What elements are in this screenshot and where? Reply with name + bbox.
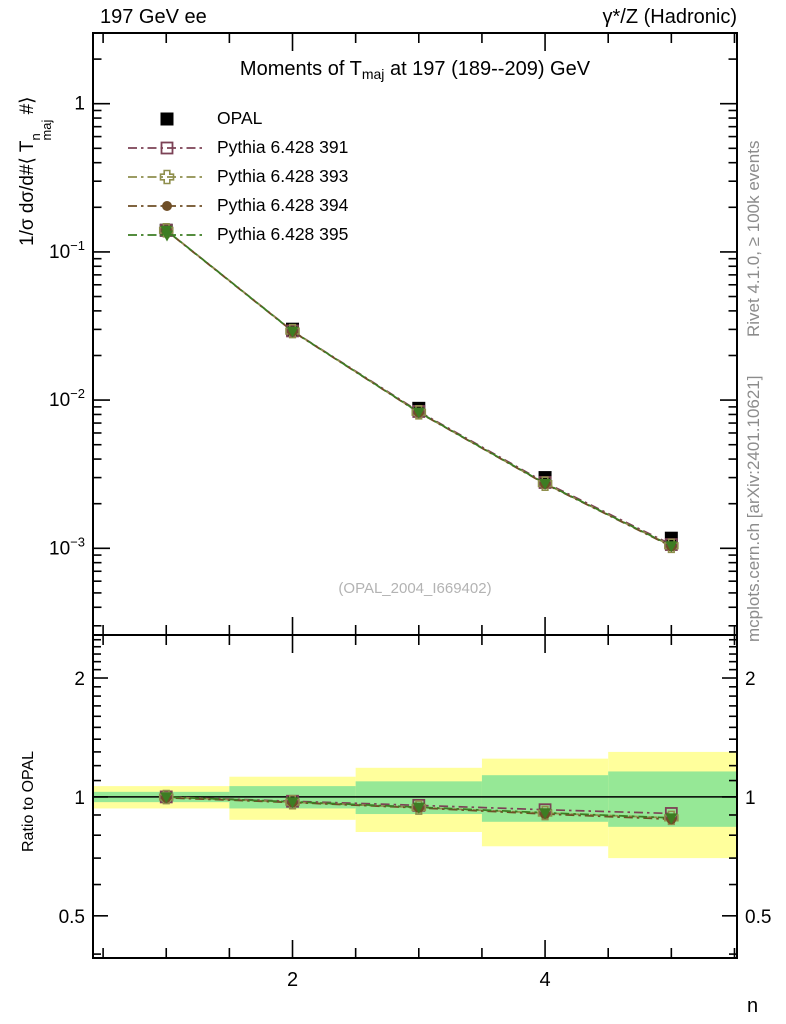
legend: OPAL Pythia 6.428 391 Pythia 6.428 393 Pyth… xyxy=(126,104,348,249)
mc-marker-triangle-down xyxy=(665,813,678,825)
mc-marker-triangle-down xyxy=(539,478,552,490)
legend-item-label: Pythia 6.428 391 xyxy=(217,137,349,157)
legend-item-label: Pythia 6.428 395 xyxy=(217,224,349,244)
rivet-version-note: Rivet 4.1.0, ≥ 100k events xyxy=(744,140,763,337)
mcplots-note: mcplots.cern.ch [arXiv:2401.10621] xyxy=(744,375,763,642)
mc-marker-triangle-down xyxy=(286,326,299,338)
legend-item: Pythia 6.428 393 xyxy=(126,162,348,191)
mc-curve-main xyxy=(165,229,672,548)
tick-label: 0.5 xyxy=(745,907,771,928)
legend-item-label: Pythia 6.428 393 xyxy=(217,166,349,186)
legend-item: Pythia 6.428 394 xyxy=(126,191,348,220)
tick-label: 10−1 xyxy=(49,238,85,263)
legend-marker xyxy=(159,169,175,184)
tick-label: 10−2 xyxy=(49,386,85,411)
legend-item-label: OPAL xyxy=(217,108,263,128)
legend-item: Pythia 6.428 391 xyxy=(126,133,348,162)
legend-marker-sample xyxy=(128,141,206,154)
legend-marker xyxy=(160,112,174,125)
legend-marker-sample xyxy=(128,200,206,211)
header-left-label: 197 GeV ee xyxy=(100,6,207,28)
ratio-axis-label: Ratio to OPAL xyxy=(20,750,37,852)
x-tick-label: 2 xyxy=(287,969,298,991)
tick-label: 1 xyxy=(74,94,85,115)
tick-label: 1 xyxy=(74,788,85,809)
mc-marker-triangle-down xyxy=(160,792,173,804)
mc-curve-main xyxy=(165,229,672,547)
x-tick-label: 4 xyxy=(540,969,551,991)
mc-marker-triangle-down xyxy=(412,407,425,419)
mc-curve-main xyxy=(165,229,672,547)
ratio-panel-frame xyxy=(92,634,738,959)
legend-marker xyxy=(162,200,172,211)
legend-marker xyxy=(160,141,174,154)
legend-marker-sample xyxy=(128,230,206,241)
plot-title: Moments of Tmaj at 197 (189--209) GeV xyxy=(239,58,591,83)
legend-item: Pythia 6.428 395 xyxy=(126,220,348,249)
mc-marker-triangle-down xyxy=(665,541,678,553)
tick-label: 1 xyxy=(745,788,756,809)
tick-label: 0.5 xyxy=(59,907,85,928)
legend-marker xyxy=(161,230,173,241)
legend-item: OPAL xyxy=(126,104,348,133)
analysis-watermark: (OPAL_2004_I669402) xyxy=(338,580,492,597)
ylabel-sup-sub: n maj xyxy=(28,119,55,141)
header-right-label: γ*/Z (Hadronic) xyxy=(602,6,737,28)
legend-item-label: Pythia 6.428 394 xyxy=(217,195,349,215)
legend-marker-sample xyxy=(128,169,206,184)
mc-marker-triangle-down xyxy=(539,808,552,820)
mc-curve-main xyxy=(165,229,672,546)
mc-marker-triangle-down xyxy=(412,802,425,814)
mc-marker-triangle-down xyxy=(286,797,299,809)
tick-label: 2 xyxy=(745,669,756,690)
mc-curve-ratio xyxy=(166,796,672,821)
tick-label: 10−3 xyxy=(49,534,85,559)
axis-label-x: n xyxy=(747,995,759,1017)
tick-label: 2 xyxy=(74,669,85,690)
legend-marker-sample xyxy=(160,112,174,125)
